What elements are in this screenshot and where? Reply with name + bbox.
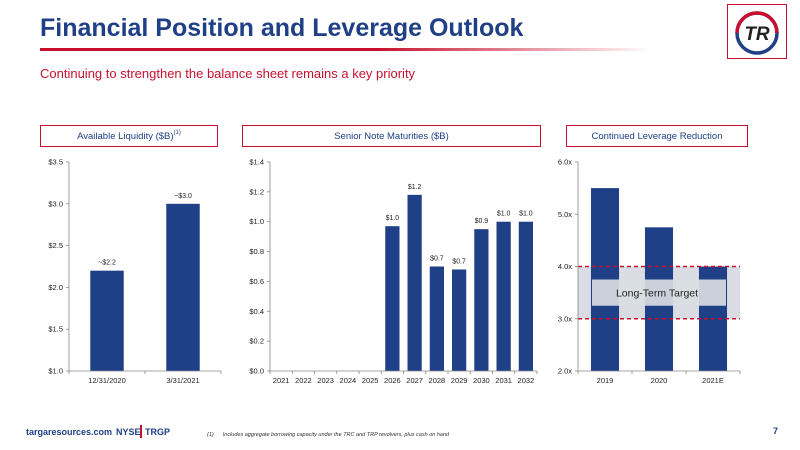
x-tick-label: 3/31/2021	[166, 376, 199, 385]
maturities-header-label: Senior Note Maturities ($B)	[334, 130, 449, 142]
targa-logo-icon: TR	[727, 4, 787, 59]
x-tick-label: 2028	[429, 376, 446, 385]
y-tick-label: 3.0x	[558, 314, 572, 323]
logo-text: TR	[744, 24, 770, 45]
y-tick-label: 2.0x	[558, 367, 572, 376]
bar-2032	[518, 221, 533, 371]
data-label-2030: $0.9	[475, 218, 489, 225]
footnote: (1) Includes aggregate borrowing capacity…	[207, 432, 449, 438]
data-label-2028: $0.7	[430, 256, 444, 263]
data-label-12/31/2020: ~$2.2	[98, 260, 116, 267]
page-subtitle: Continuing to strengthen the balance she…	[40, 66, 416, 81]
x-tick-label: 12/31/2020	[88, 376, 126, 385]
y-tick-label: $2.0	[48, 283, 63, 292]
liquidity-footnote-ref: (1)	[173, 130, 181, 136]
y-tick-label: $1.4	[249, 158, 264, 167]
maturities-chart: $1.0 $1.2 $0.7 $0.7 $0.9 $1.0 $1.0 $0.0 $0.2 $0.4…	[249, 158, 538, 385]
footer-separator	[140, 425, 142, 438]
page-number: 7	[773, 426, 779, 436]
x-tick-label: 2025	[362, 376, 379, 385]
bar-12/31/2020	[90, 270, 124, 371]
title-underline	[40, 48, 652, 51]
leverage-panel-header: Continued Leverage Reduction	[566, 125, 748, 147]
leverage-header-label: Continued Leverage Reduction	[591, 130, 723, 142]
bar-2027	[407, 194, 422, 371]
y-tick-label: 4.0x	[558, 262, 572, 271]
x-tick-label: 2030	[473, 376, 490, 385]
x-tick-label: 2032	[518, 376, 535, 385]
y-tick-label: $1.5	[48, 325, 63, 334]
target-band-label: Long-Term Target	[616, 288, 698, 300]
footnote-text: Includes aggregate borrowing capacity un…	[222, 432, 450, 438]
liquidity-header-label: Available Liquidity ($B)	[77, 130, 174, 142]
x-tick-label: 2024	[340, 376, 357, 385]
target-label-bg	[592, 279, 726, 306]
x-tick-label: 2023	[317, 376, 334, 385]
data-label-2026: $1.0	[386, 215, 400, 222]
x-tick-label: 2026	[384, 376, 401, 385]
x-tick-label: 2021	[273, 376, 290, 385]
y-tick-label: $3.5	[48, 158, 63, 167]
liquidity-panel-header: Available Liquidity ($B) (1)	[40, 125, 218, 147]
footnote-mark: (1)	[207, 432, 214, 438]
bar-2026	[385, 226, 400, 371]
y-tick-label: $0.8	[249, 247, 264, 256]
data-label-2029: $0.7	[452, 258, 466, 265]
bar-2030	[474, 229, 489, 371]
y-tick-label: $0.4	[249, 307, 264, 316]
y-tick-label: $0.6	[249, 277, 264, 286]
bar-2029	[452, 269, 467, 371]
x-tick-label: 2019	[597, 376, 614, 385]
x-tick-label: 2031	[495, 376, 512, 385]
leverage-chart: Long-Term Target 2.0x 3.0x 4.0x 5.0x 6.0x 2019…	[558, 158, 741, 385]
y-tick-label: 6.0x	[558, 158, 572, 167]
maturities-panel-header: Senior Note Maturities ($B)	[242, 125, 541, 147]
footer-ticker: TRGP	[145, 427, 171, 437]
data-label-3/31/2021: ~$3.0	[174, 193, 192, 200]
x-tick-label: 2027	[406, 376, 423, 385]
bar-2031	[496, 221, 511, 371]
data-label-2031: $1.0	[497, 211, 511, 218]
y-tick-label: $1.0	[48, 367, 63, 376]
y-tick-label: $1.2	[249, 187, 264, 196]
footer-website[interactable]: targaresources.com	[26, 427, 113, 437]
bar-3/31/2021	[166, 203, 200, 371]
x-tick-label: 2020	[651, 376, 668, 385]
footer-exchange: NYSE	[116, 427, 141, 437]
y-tick-label: 5.0x	[558, 210, 572, 219]
liquidity-chart: ~$2.2 ~$3.0 $1.0 $1.5 $2.0 $2.5 $3.0 $3.5 12/31/…	[48, 158, 222, 385]
y-tick-label: $1.0	[249, 217, 264, 226]
data-label-2027: $1.2	[408, 184, 422, 191]
bar-2028	[429, 266, 444, 371]
page-title: Financial Position and Leverage Outlook	[40, 14, 524, 42]
x-tick-label: 2029	[451, 376, 468, 385]
y-tick-label: $3.0	[48, 199, 63, 208]
data-label-2032: $1.0	[519, 211, 533, 218]
y-tick-label: $0.0	[249, 367, 264, 376]
x-tick-label: 2022	[295, 376, 312, 385]
y-tick-label: $2.5	[48, 241, 63, 250]
x-tick-label: 2021E	[702, 376, 724, 385]
y-tick-label: $0.2	[249, 337, 264, 346]
